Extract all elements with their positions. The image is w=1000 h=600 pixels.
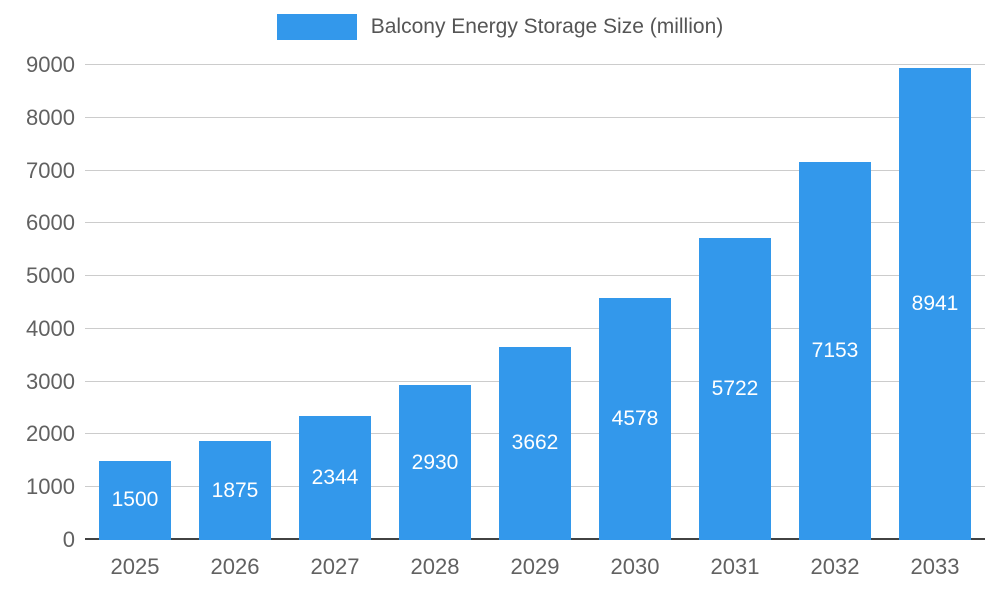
y-axis-tick-label: 2000 (26, 421, 75, 447)
y-axis-tick-label: 0 (62, 527, 75, 552)
bar-2028[interactable]: 2930 (399, 385, 471, 540)
y-axis-tick-label: 4000 (26, 315, 75, 341)
bar-2030[interactable]: 4578 (599, 298, 671, 540)
bar-2029[interactable]: 3662 (499, 346, 571, 540)
x-axis-tick-label: 2031 (710, 554, 760, 579)
x-axis-tick-label: 2027 (310, 554, 360, 579)
legend-swatch (276, 14, 357, 40)
y-axis-tick-label: 5000 (26, 263, 75, 289)
bar-2025[interactable]: 1500 (98, 460, 171, 540)
gridline (85, 169, 985, 171)
bar-value-label: 1875 (211, 478, 259, 502)
bar-value-label: 1500 (111, 488, 159, 512)
bar-2027[interactable]: 2344 (299, 416, 371, 540)
y-axis-tick-label: 7000 (26, 157, 75, 183)
bar-value-label: 8941 (911, 292, 959, 316)
x-axis-tick-label: 2028 (410, 554, 460, 579)
x-axis-tick-label: 2030 (610, 554, 660, 579)
y-axis-tick-label: 1000 (26, 474, 75, 500)
x-axis-tick-label: 2032 (810, 554, 860, 579)
x-axis-tick-label: 2025 (110, 554, 160, 579)
gridline (85, 64, 985, 65)
bar-2031[interactable]: 5722 (699, 238, 771, 540)
bar-value-label: 3662 (511, 431, 559, 455)
y-axis-tick-label: 9000 (26, 52, 75, 77)
bar-value-label: 2930 (411, 450, 459, 474)
legend-label: Balcony Energy Storage Size (million) (370, 15, 724, 38)
chart-legend: Balcony Energy Storage Size (million) (0, 14, 1000, 40)
y-axis-tick-label: 6000 (26, 210, 75, 236)
x-axis-tick-label: 2029 (510, 554, 560, 579)
bar-value-label: 4578 (611, 407, 659, 431)
bar-2026[interactable]: 1875 (199, 441, 271, 540)
bar-2033[interactable]: 8941 (899, 68, 971, 540)
bar-2032[interactable]: 7153 (799, 162, 871, 540)
bar-value-label: 7153 (811, 339, 859, 363)
bar-value-label: 2344 (311, 466, 359, 490)
gridline (85, 116, 985, 118)
y-axis-tick-label: 8000 (26, 104, 75, 130)
gridline (85, 275, 985, 277)
plot-area: 0 1000 2000 3000 4000 5000 6000 7000 8000 9000 150… (26, 54, 985, 579)
y-axis-tick-label: 3000 (26, 368, 75, 394)
gridline (85, 327, 985, 329)
x-axis-tick-label: 2026 (210, 554, 260, 579)
x-axis-tick-label: 2033 (910, 554, 960, 579)
gridline (85, 222, 985, 224)
bar-value-label: 5722 (711, 377, 759, 400)
